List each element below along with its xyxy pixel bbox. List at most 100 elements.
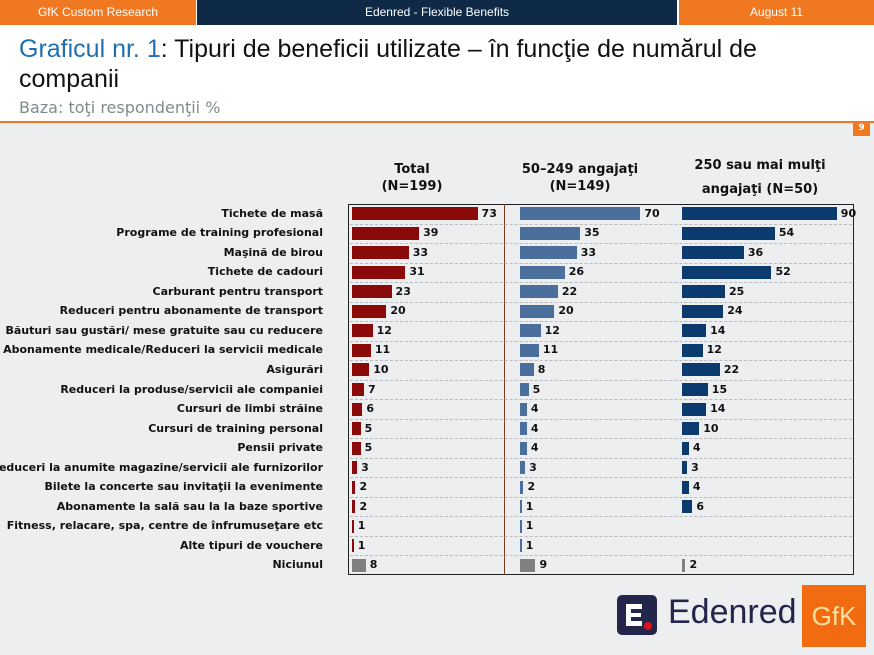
data-label: 24 [727, 304, 743, 318]
data-label: 11 [542, 343, 559, 357]
gridline [350, 262, 852, 264]
data-label: 4 [530, 441, 539, 455]
chart-frame [348, 204, 854, 575]
bar [682, 422, 700, 436]
gridline [350, 496, 852, 498]
data-label: 2 [527, 480, 536, 494]
bar [520, 265, 565, 279]
title-rest: : Tipuri de beneficii utilizate – în fun… [19, 35, 757, 93]
data-label: 2 [359, 499, 368, 513]
data-label: 54 [778, 226, 795, 240]
bar [682, 402, 707, 416]
category-label: Asigurări [266, 362, 323, 376]
bar [352, 226, 420, 240]
gridline [350, 477, 852, 479]
bar [520, 246, 577, 260]
data-label: 20 [558, 304, 574, 318]
category-label: Abonamente medicale/Reduceri la servicii… [3, 343, 323, 357]
category-label: Tichete de cadouri [207, 265, 323, 279]
gridline [350, 360, 852, 362]
data-label: 36 [747, 245, 764, 259]
bar [682, 363, 720, 377]
bar [352, 324, 373, 338]
data-label: 31 [409, 265, 425, 279]
gridline [350, 438, 852, 440]
data-label: 6 [366, 402, 374, 416]
data-label: 22 [723, 362, 740, 376]
bar [682, 324, 707, 338]
bar [352, 383, 365, 396]
data-label: 10 [373, 362, 389, 376]
title-area: Graficul nr. 1: Tipuri de beneficii util… [0, 25, 874, 123]
data-label: 6 [696, 499, 704, 513]
page-title: Graficul nr. 1: Tipuri de beneficii util… [19, 34, 839, 94]
col-header-mid: 50–249 angajaţi (N=149) [510, 161, 650, 195]
bar [682, 285, 725, 299]
bar [520, 422, 527, 436]
gridline [350, 418, 852, 420]
bar [520, 558, 536, 572]
data-label: 1 [525, 538, 534, 552]
category-label: Băuturi sau gustări/ mese gratuite sau c… [5, 323, 323, 337]
gridline [350, 321, 852, 323]
gridline [350, 282, 852, 284]
page-number: 9 [853, 121, 870, 136]
data-label: 23 [395, 284, 411, 298]
data-label: 3 [361, 460, 369, 474]
bar [520, 226, 581, 240]
top-bar: GfK Custom Research Edenred - Flexible B… [0, 0, 874, 25]
bar [352, 441, 361, 455]
category-label: Tichete de masă [221, 206, 323, 220]
data-label: 5 [364, 421, 373, 435]
bar [520, 519, 522, 533]
bar [682, 441, 689, 455]
data-label: 22 [561, 284, 578, 298]
bar [352, 480, 356, 494]
data-label: 14 [710, 323, 726, 337]
data-label: 3 [691, 460, 699, 474]
subtitle: Baza: toţi respondenţii % [19, 98, 221, 117]
bar [520, 441, 527, 455]
data-label: 15 [711, 382, 728, 396]
bar [520, 461, 526, 475]
category-label: Cursuri de training personal [148, 421, 323, 435]
header-right: August 11 [679, 0, 874, 25]
data-label: 25 [729, 284, 745, 298]
bar [352, 343, 371, 357]
bar [352, 519, 354, 533]
category-label: Pensii private [237, 441, 323, 455]
bar [352, 207, 478, 221]
gridline [350, 301, 852, 303]
bar [352, 246, 409, 260]
series-name-mid: 50–249 angajaţi (N=149) [521, 162, 639, 194]
bar [682, 558, 686, 572]
data-label: 1 [357, 538, 366, 552]
bar [682, 480, 689, 494]
bar [352, 363, 370, 377]
category-label: Abonamente la sală sau la la baze sporti… [56, 499, 323, 513]
bar [520, 480, 524, 494]
category-label: Reduceri la produse/servicii ale compani… [60, 382, 323, 396]
data-label: 4 [692, 480, 701, 494]
column-divider [504, 204, 505, 575]
bar [520, 304, 555, 318]
bar [520, 324, 541, 338]
category-label: Reduceri la anumite magazine/servicii al… [0, 460, 323, 474]
data-label: 20 [390, 304, 406, 318]
gridline [350, 223, 852, 225]
bar [682, 207, 837, 221]
bar [520, 343, 539, 357]
gridline [350, 340, 852, 342]
gridline [350, 535, 852, 537]
bar [520, 363, 534, 377]
bar [352, 539, 354, 553]
bar [352, 558, 366, 572]
edenred-logo: Edenred [668, 593, 797, 631]
category-label: Niciunul [272, 558, 323, 572]
data-label: 2 [689, 558, 698, 572]
header-center: Edenred - Flexible Benefits [197, 0, 677, 25]
data-label: 3 [529, 460, 537, 474]
category-label: Maşină de birou [223, 245, 323, 259]
header-left: GfK Custom Research [0, 0, 196, 25]
bar [682, 226, 775, 240]
